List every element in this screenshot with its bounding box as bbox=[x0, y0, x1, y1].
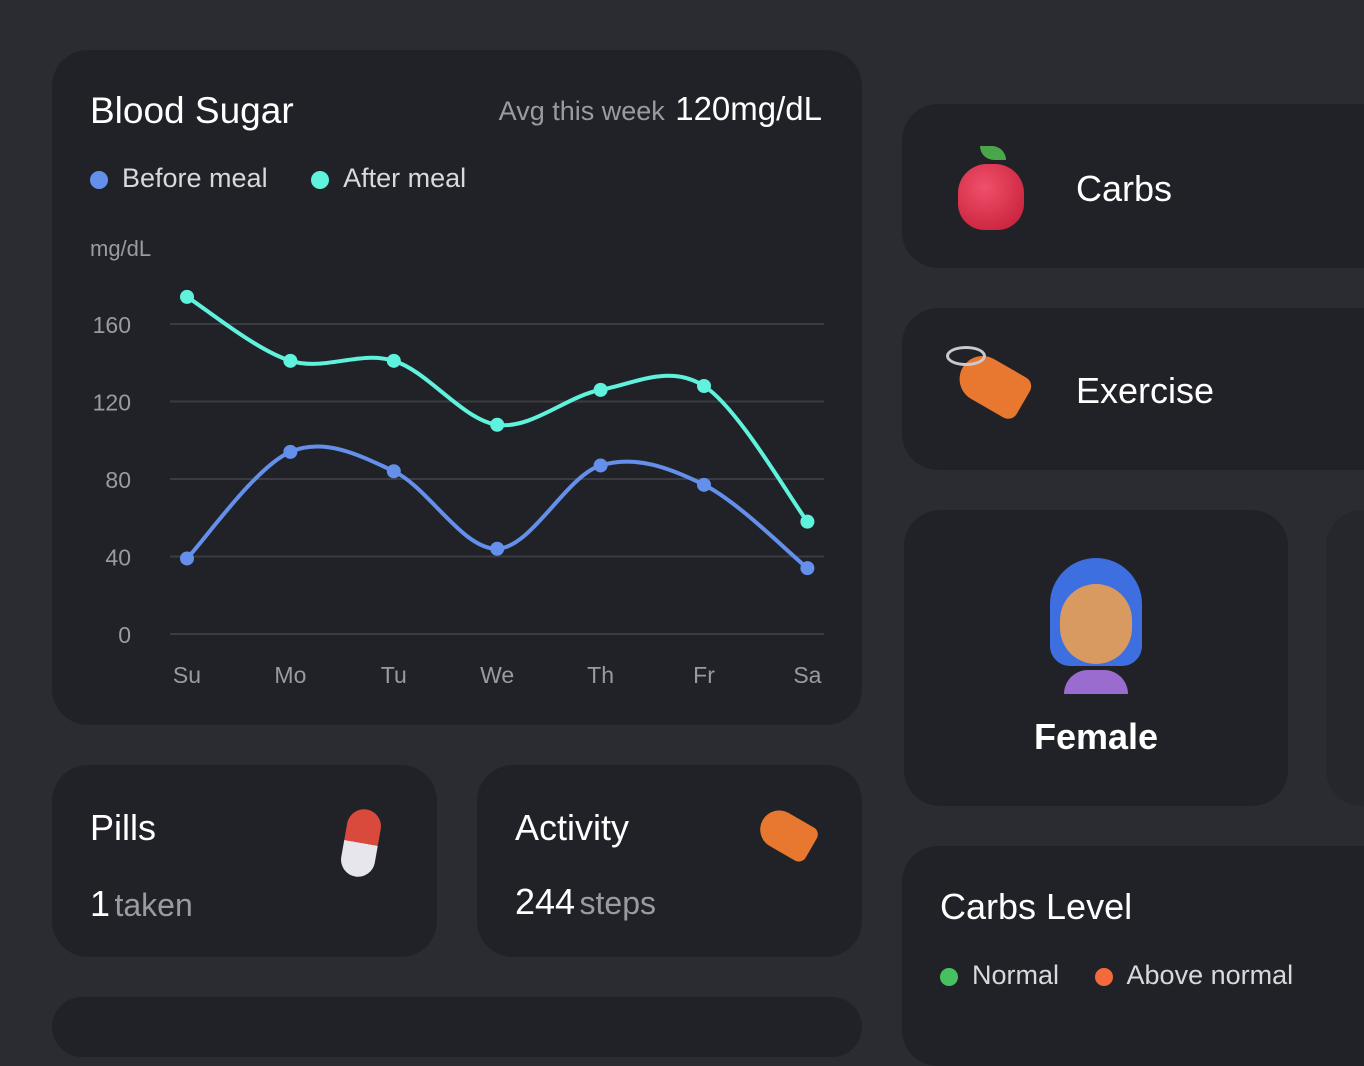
carbs-label: Carbs bbox=[1076, 168, 1173, 209]
legend-dot-after bbox=[311, 170, 330, 189]
bottom-card bbox=[52, 997, 862, 1057]
activity-count-value: 244 bbox=[515, 881, 576, 922]
weekly-average: Avg this week 120mg/dL bbox=[499, 90, 822, 128]
leaf-icon bbox=[980, 146, 1006, 160]
activity-title: Activity bbox=[515, 807, 630, 848]
blood-sugar-card: Blood Sugar Avg this week 120mg/dL Befor… bbox=[52, 50, 862, 725]
legend-before-meal: Before meal bbox=[122, 163, 268, 193]
carbs-level-legend: Normal Above normal bbox=[940, 960, 1293, 991]
carbs-level-title: Carbs Level bbox=[940, 886, 1133, 927]
pills-count-value: 1 bbox=[90, 883, 111, 924]
carbs-card[interactable]: Carbs bbox=[902, 104, 1364, 268]
legend-dot-normal bbox=[940, 967, 958, 986]
pills-title: Pills bbox=[90, 807, 157, 848]
exercise-label: Exercise bbox=[1076, 370, 1215, 411]
partial-card bbox=[1326, 510, 1364, 806]
activity-card[interactable]: Activity 244 steps bbox=[477, 765, 862, 957]
gender-label: Female bbox=[1033, 716, 1159, 757]
avg-label: Avg this week bbox=[498, 96, 665, 126]
pill-icon bbox=[338, 806, 384, 880]
legend-above-normal: Above normal bbox=[1126, 960, 1294, 990]
gender-card[interactable]: Female bbox=[904, 510, 1288, 806]
exercise-card[interactable]: Exercise bbox=[902, 308, 1364, 470]
blood-sugar-title: Blood Sugar bbox=[90, 90, 294, 131]
legend-dot-above-normal bbox=[1094, 967, 1113, 986]
whistle-icon bbox=[753, 803, 821, 865]
activity-count: 244 steps bbox=[515, 881, 656, 923]
activity-unit: steps bbox=[579, 885, 657, 921]
pills-count: 1 taken bbox=[90, 883, 193, 925]
whistle-ring-icon bbox=[946, 346, 986, 366]
pills-card[interactable]: Pills 1 taken bbox=[52, 765, 437, 957]
female-avatar-icon bbox=[1042, 558, 1150, 694]
chart-legend: Before meal After meal bbox=[90, 163, 466, 194]
apple-icon bbox=[958, 164, 1024, 230]
carbs-level-card: Carbs Level Normal Above normal bbox=[902, 846, 1364, 1066]
legend-normal: Normal bbox=[972, 960, 1060, 990]
legend-dot-before bbox=[90, 170, 108, 189]
pills-unit: taken bbox=[114, 887, 193, 923]
legend-after-meal: After meal bbox=[343, 163, 467, 193]
avg-value: 120mg/dL bbox=[675, 90, 822, 127]
